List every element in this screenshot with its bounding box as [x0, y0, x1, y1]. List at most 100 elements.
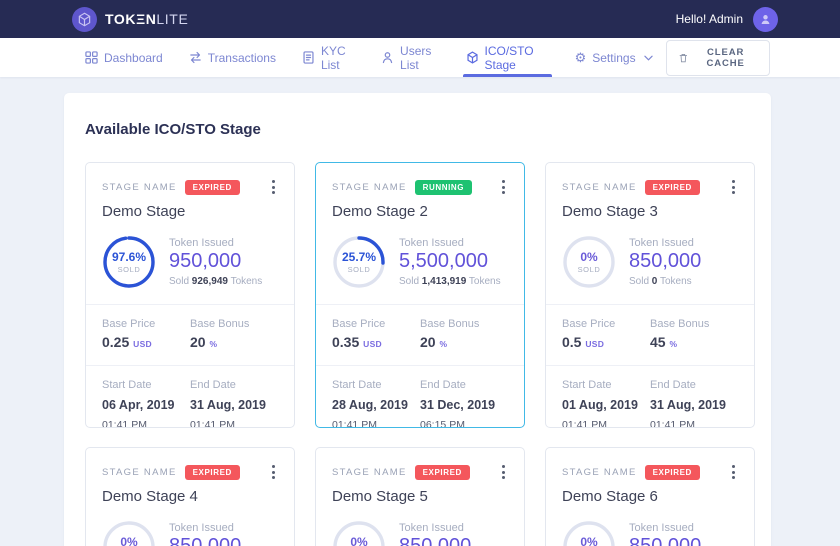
clear-cache-button[interactable]: CLEAR CACHE [665, 39, 770, 76]
sold-progress-ring: 0% SOLD [332, 520, 386, 546]
token-issued-label: Token Issued [169, 522, 234, 534]
end-time: 06:15 PM [420, 419, 465, 428]
user-avatar[interactable] [753, 6, 778, 32]
nav-item-kyc-list[interactable]: KYC List [289, 38, 368, 77]
percent-unit: % [669, 339, 678, 349]
sold-progress-ring: 0% SOLD [562, 235, 616, 289]
start-time: 01:41 PM [102, 419, 147, 428]
sold-percent: 0% [120, 535, 138, 546]
token-issued-value: 850,000 [169, 535, 242, 546]
stage-title: Demo Stage 6 [562, 488, 658, 505]
nav-item-ico-sto-stage[interactable]: ICO/STO Stage [453, 38, 562, 77]
kebab-menu-icon[interactable] [499, 462, 508, 482]
nav-label: Settings [592, 50, 636, 65]
token-issued-value: 850,000 [629, 535, 702, 546]
kebab-menu-icon[interactable] [499, 177, 508, 197]
token-issued-label: Token Issued [399, 522, 464, 534]
base-price-value: 0.5 USD [562, 334, 605, 350]
stage-name-label: STAGE NAME [102, 181, 177, 193]
divider [316, 365, 524, 366]
sold-percent: 0% [580, 250, 598, 264]
base-price-value: 0.25 USD [102, 334, 152, 350]
stage-card: STAGE NAME RUNNING Demo Stage 2 25.7% SO… [315, 162, 525, 428]
nav-label: Transactions [207, 50, 276, 65]
usd-unit: USD [363, 339, 382, 349]
chevron-down-icon [643, 55, 653, 61]
token-issued-label: Token Issued [629, 237, 694, 249]
end-date-value: 31 Aug, 2019 01:41 PM [650, 396, 738, 427]
base-bonus-label: Base Bonus [420, 318, 480, 330]
sold-word: SOLD [347, 265, 371, 274]
kebab-menu-icon[interactable] [269, 462, 278, 482]
sold-progress-ring: 97.6% SOLD [102, 235, 156, 289]
token-issued-value: 950,000 [169, 250, 242, 272]
nav-item-users-list[interactable]: Users List [368, 38, 452, 77]
users-list-icon [382, 52, 393, 64]
settings-gear-icon: ⚙ [574, 50, 587, 65]
nav-item-transactions[interactable]: Transactions [176, 38, 289, 77]
stage-card: STAGE NAME EXPIRED Demo Stage 4 0% SOLD … [85, 447, 295, 546]
sold-tokens-line: Sold 926,949 Tokens [169, 276, 263, 287]
sold-progress-ring: 25.7% SOLD [332, 235, 386, 289]
divider [546, 365, 754, 366]
base-price-label: Base Price [332, 318, 386, 330]
kebab-menu-icon[interactable] [729, 177, 738, 197]
start-date-label: Start Date [332, 379, 382, 391]
sold-tokens-line: Sold 0 Tokens [629, 276, 692, 287]
person-icon [761, 14, 770, 24]
stage-card: STAGE NAME EXPIRED Demo Stage 3 0% SOLD … [545, 162, 755, 428]
sold-tokens-line: Sold 1,413,919 Tokens [399, 276, 501, 287]
base-bonus-label: Base Bonus [650, 318, 710, 330]
status-badge: EXPIRED [644, 179, 700, 195]
usd-unit: USD [585, 339, 605, 349]
stage-card: STAGE NAME EXPIRED Demo Stage 6 0% SOLD … [545, 447, 755, 546]
brand-logo[interactable]: TOKΞNLITE [72, 6, 189, 32]
kebab-menu-icon[interactable] [729, 462, 738, 482]
stage-title: Demo Stage [102, 203, 186, 220]
brand-name: TOKΞNLITE [105, 11, 189, 27]
sold-tokens-value: 926,949 [191, 276, 228, 287]
kyc-list-icon [303, 51, 314, 64]
divider [86, 365, 294, 366]
base-bonus-value: 45 % [650, 334, 678, 350]
start-date-value: 06 Apr, 2019 01:41 PM [102, 396, 190, 428]
top-bar: TOKΞNLITE Hello! Admin [0, 0, 840, 38]
start-time: 01:41 PM [562, 419, 607, 428]
status-badge: EXPIRED [414, 464, 470, 480]
stage-name-label: STAGE NAME [562, 181, 637, 193]
status-badge: EXPIRED [184, 464, 240, 480]
stage-name-label: STAGE NAME [332, 466, 407, 478]
end-date-label: End Date [190, 379, 236, 391]
base-bonus-label: Base Bonus [190, 318, 250, 330]
sold-word: SOLD [577, 265, 601, 274]
end-date-label: End Date [420, 379, 466, 391]
status-badge: RUNNING [414, 179, 473, 195]
nav-label: Dashboard [104, 50, 163, 65]
divider [86, 304, 294, 305]
nav-label: ICO/STO Stage [484, 43, 534, 72]
kebab-menu-icon[interactable] [269, 177, 278, 197]
token-issued-value: 5,500,000 [399, 250, 488, 272]
base-price-label: Base Price [102, 318, 156, 330]
stage-card: STAGE NAME EXPIRED Demo Stage 97.6% SOLD… [85, 162, 295, 428]
token-issued-label: Token Issued [629, 522, 694, 534]
start-date-value: 01 Aug, 2019 01:41 PM [562, 396, 650, 428]
sold-progress-ring: 0% SOLD [562, 520, 616, 546]
end-time: 01:41 PM [190, 419, 235, 428]
nav-item-settings[interactable]: ⚙ Settings [562, 38, 666, 77]
sold-percent: 97.6% [111, 250, 147, 264]
stage-title: Demo Stage 2 [332, 203, 428, 220]
main-nav: Dashboard Transactions KYC List Users Li… [0, 38, 840, 77]
trash-icon [679, 53, 687, 62]
sold-word: SOLD [117, 265, 141, 274]
token-issued-value: 850,000 [399, 535, 472, 546]
token-issued-value: 850,000 [629, 250, 702, 272]
token-issued-label: Token Issued [399, 237, 464, 249]
start-date-label: Start Date [102, 379, 152, 391]
nav-item-dashboard[interactable]: Dashboard [72, 38, 176, 77]
stage-cube-icon [466, 51, 478, 64]
base-bonus-value: 20 % [190, 334, 218, 350]
divider [316, 304, 524, 305]
nav-label: Users List [400, 43, 432, 72]
status-badge: EXPIRED [184, 179, 240, 195]
